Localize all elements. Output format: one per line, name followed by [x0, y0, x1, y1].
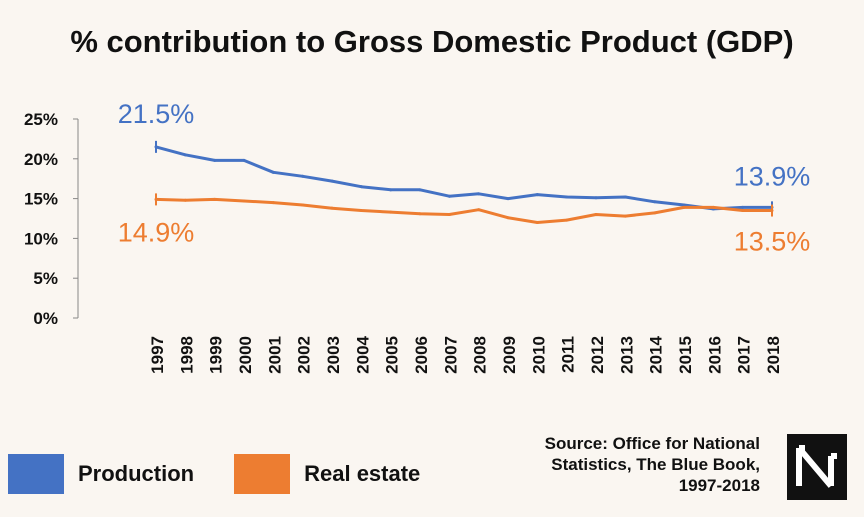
y-tick-label: 5% [33, 269, 58, 288]
x-tick-label: 2009 [500, 336, 519, 374]
x-tick-label: 2001 [265, 336, 284, 374]
line-chart: 0% 5% 10% 15% 20% 25% 1997 1998 1999 2000 2001 200… [24, 99, 811, 374]
x-tick-label: 2006 [412, 336, 431, 374]
x-tick-label: 2002 [295, 336, 314, 374]
real-estate-point [653, 211, 657, 215]
real-estate-point [594, 213, 598, 217]
real-estate-point [418, 212, 422, 216]
x-tick-label: 2005 [383, 336, 402, 374]
x-tick-label: 2015 [676, 336, 695, 374]
production-point [594, 196, 598, 200]
real-estate-point [506, 216, 510, 220]
production-point [271, 170, 275, 174]
real-estate-point [183, 198, 187, 202]
legend-item-real-estate: Real estate [234, 454, 420, 494]
real-estate-point [389, 210, 393, 214]
real-estate-point [271, 201, 275, 205]
x-tick-label: 1997 [148, 336, 167, 374]
x-tick-label: 2003 [324, 336, 343, 374]
production-point [447, 194, 451, 198]
nm-monogram-logo [787, 434, 847, 500]
production-point [242, 158, 246, 162]
y-tick-label: 0% [33, 309, 58, 328]
real-estate-point [741, 209, 745, 213]
real-estate-point [623, 214, 627, 218]
x-tick-label: 2007 [441, 336, 460, 374]
real-estate-point [301, 203, 305, 207]
x-tick-label: 2017 [735, 336, 754, 374]
production-point [565, 195, 569, 199]
real-estate-point [330, 206, 334, 210]
real-estate-point [711, 205, 715, 209]
production-end-label: 13.9% [734, 161, 811, 191]
legend-item-production: Production [8, 454, 194, 494]
x-tick-label: 1998 [177, 336, 196, 374]
production-point [418, 188, 422, 192]
y-axis: 0% 5% 10% 15% 20% 25% [24, 110, 79, 328]
production-point [653, 200, 657, 204]
x-tick-label: 2010 [529, 336, 548, 374]
production-point [623, 195, 627, 199]
production-point [330, 179, 334, 183]
production-point [359, 185, 363, 189]
x-tick-label: 2012 [588, 336, 607, 374]
production-point [183, 153, 187, 157]
x-tick-label: 2016 [705, 336, 724, 374]
y-tick-label: 15% [24, 190, 58, 209]
real-estate-point [477, 208, 481, 212]
real-estate-swatch [234, 454, 291, 494]
real-estate-end-label: 13.5% [734, 227, 811, 257]
production-point [389, 188, 393, 192]
real-estate-point [359, 209, 363, 213]
y-tick-label: 10% [24, 229, 58, 248]
production-point [213, 158, 217, 162]
real-estate-point [682, 205, 686, 209]
real-estate-point [447, 213, 451, 217]
real-estate-point [535, 220, 539, 224]
production-point [506, 197, 510, 201]
legend-label-production: Production [78, 461, 195, 486]
data-labels: 21.5% 13.9% 14.9% 13.5% [118, 99, 811, 257]
x-axis: 1997 1998 1999 2000 2001 2002 2003 2004 2005 2006… [148, 335, 783, 373]
x-tick-label: 1999 [207, 336, 226, 374]
source-note: Source: Office for National Statistics, … [460, 433, 760, 496]
production-point [741, 205, 745, 209]
series-layer [154, 140, 774, 224]
production-point [682, 203, 686, 207]
legend: Production Real estate [8, 452, 460, 496]
production-line [155, 145, 772, 211]
production-swatch [8, 454, 64, 494]
x-tick-label: 2000 [236, 336, 255, 374]
x-tick-label: 2008 [471, 336, 490, 374]
x-tick-label: 2018 [764, 336, 783, 374]
production-point [301, 174, 305, 178]
production-point [535, 193, 539, 197]
production-start-label: 21.5% [118, 99, 195, 129]
real-estate-point [242, 199, 246, 203]
chart-title: % contribution to Gross Domestic Product… [70, 24, 794, 59]
x-tick-label: 2011 [559, 336, 578, 373]
x-tick-label: 2014 [647, 335, 666, 373]
source-line-2: Statistics, The Blue Book, [551, 455, 760, 474]
production-point [477, 192, 481, 196]
real-estate-point [565, 218, 569, 222]
real-estate-start-label: 14.9% [118, 217, 195, 247]
y-tick-label: 20% [24, 150, 58, 169]
source-line-1: Source: Office for National [544, 434, 760, 453]
x-tick-label: 2013 [617, 336, 636, 374]
legend-label-real-estate: Real estate [304, 461, 421, 486]
y-tick-label: 25% [24, 110, 58, 129]
source-line-3: 1997-2018 [678, 476, 760, 495]
real-estate-point [213, 197, 217, 201]
real-estate-line [155, 197, 772, 224]
x-tick-label: 2004 [353, 335, 372, 373]
